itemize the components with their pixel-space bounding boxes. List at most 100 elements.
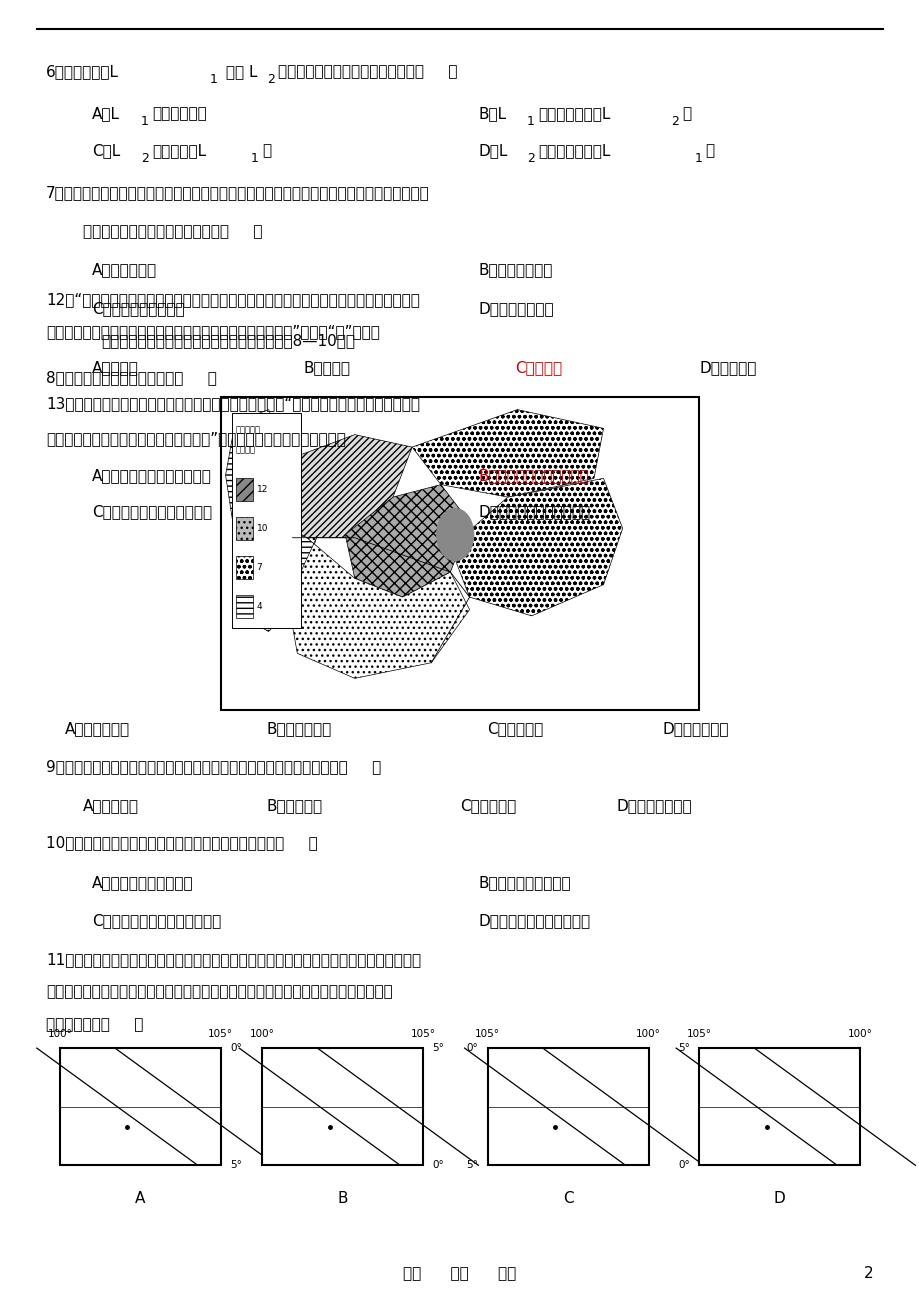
Text: 0°: 0° — [677, 1160, 689, 1170]
Text: 12: 12 — [256, 486, 267, 493]
Text: C、产业集聚优势明显: C、产业集聚优势明显 — [92, 301, 185, 316]
Polygon shape — [235, 491, 316, 631]
Bar — [236, 517, 253, 540]
Text: 5°: 5° — [230, 1160, 242, 1170]
Text: 7、我国纵织业正进行产业转移，著名服装品牌雅戈尔（总部在宁波）在新疆喀什已建成新厂。: 7、我国纵织业正进行产业转移，著名服装品牌雅戈尔（总部在宁波）在新疆喀什已建成新… — [46, 185, 429, 201]
Text: 0°: 0° — [230, 1043, 242, 1053]
Text: B、L: B、L — [478, 105, 506, 121]
Text: 喀什对该企业的吸引力主要体现在（     ）: 喀什对该企业的吸引力主要体现在（ ） — [83, 224, 262, 240]
Circle shape — [437, 509, 473, 561]
Text: B．人口剧增导致人地矛盾: B．人口剧增导致人地矛盾 — [478, 467, 589, 483]
Text: B、支流众多: B、支流众多 — [267, 798, 323, 814]
Bar — [236, 556, 253, 579]
Text: 100°: 100° — [635, 1029, 661, 1039]
Text: 0°: 0° — [432, 1160, 444, 1170]
Text: 1: 1 — [251, 152, 259, 165]
Text: 5°: 5° — [432, 1043, 444, 1053]
Text: 13．康熙年间大力推行鼓励垓荒的措施，至乾隆时已经是“地无不耕之土，水无不网之波，: 13．康熙年间大力推行鼓励垓荒的措施，至乾隆时已经是“地无不耕之土，水无不网之波… — [46, 396, 420, 411]
Text: 5°: 5° — [677, 1043, 689, 1053]
Text: A: A — [135, 1191, 145, 1207]
Text: 人口密度较L: 人口密度较L — [152, 143, 206, 159]
Text: 迟往 L: 迟往 L — [221, 64, 257, 79]
Text: 2: 2 — [141, 152, 149, 165]
Text: A、L: A、L — [92, 105, 119, 121]
Text: 我国河流众多，各大江河洪涝频繁。读下图回答8—10题。: 我国河流众多，各大江河洪涝频繁。读下图回答8—10题。 — [101, 333, 355, 349]
Text: C、L: C、L — [92, 143, 120, 159]
Text: 1: 1 — [141, 115, 149, 128]
Text: 大: 大 — [262, 143, 271, 159]
Text: ，则促成其厂址变迁的原因可能是（     ）: ，则促成其厂址变迁的原因可能是（ ） — [278, 64, 457, 79]
Text: D、L: D、L — [478, 143, 507, 159]
Text: C、江汉平原: C、江汉平原 — [487, 721, 543, 737]
Text: 门，成为世界上著名的贸易港和工业国。在下图中的四个经纬网图中，正确表示这个国: 门，成为世界上著名的贸易港和工业国。在下图中的四个经纬网图中，正确表示这个国 — [46, 984, 392, 1000]
Bar — [221, 397, 698, 710]
Bar — [236, 595, 253, 618]
Text: 105°: 105° — [686, 1029, 711, 1039]
Polygon shape — [412, 410, 603, 497]
Text: C: C — [562, 1191, 573, 1207]
Bar — [236, 478, 253, 501]
Text: 2: 2 — [864, 1266, 873, 1281]
Text: 家位置的是：（     ）: 家位置的是：（ ） — [46, 1017, 143, 1032]
Text: D．行中书省: D．行中书省 — [698, 359, 755, 375]
Text: A．高产农作物的引进和推广: A．高产农作物的引进和推广 — [92, 467, 211, 483]
Text: 6、若该工厂由L: 6、若该工厂由L — [46, 64, 119, 79]
Polygon shape — [288, 538, 469, 678]
Text: D．经济作物种植面积扩大: D．经济作物种植面积扩大 — [478, 504, 590, 519]
Text: 洪涝次数: 洪涝次数 — [235, 445, 255, 454]
Text: 10、下列防御长江洪涝灾害的措施中，作用最显著的是（     ）: 10、下列防御长江洪涝灾害的措施中，作用最显著的是（ ） — [46, 835, 317, 850]
Bar — [232, 413, 301, 628]
Text: 工资水平上涨: 工资水平上涨 — [152, 105, 207, 121]
Text: 大: 大 — [682, 105, 691, 121]
Text: 1: 1 — [210, 73, 218, 86]
Text: 生态环境压力较L: 生态环境压力较L — [538, 105, 610, 121]
Text: D、科技力量雄厅: D、科技力量雄厅 — [478, 301, 553, 316]
Text: 105°: 105° — [410, 1029, 436, 1039]
Text: 105°: 105° — [474, 1029, 500, 1039]
Text: 2: 2 — [267, 73, 275, 86]
Text: 社会协作条件较L: 社会协作条件较L — [538, 143, 610, 159]
Text: B、接近消费市场: B、接近消费市场 — [478, 262, 552, 277]
Text: B．中书省: B．中书省 — [303, 359, 350, 375]
Text: A、降水量大: A、降水量大 — [83, 798, 139, 814]
Text: B、修建水利枢纽工程: B、修建水利枢纽工程 — [478, 875, 571, 891]
Text: 100°: 100° — [846, 1029, 872, 1039]
Text: 山无不采之木石，而终不足以供人之用。”导致这一现象出现的主要原因是: 山无不采之木石，而终不足以供人之用。”导致这一现象出现的主要原因是 — [46, 431, 346, 447]
Text: 历史上发生: 历史上发生 — [235, 426, 260, 435]
Text: B、鄂阳湖平原: B、鄂阳湖平原 — [267, 721, 332, 737]
Text: 5°: 5° — [466, 1160, 478, 1170]
Text: 2: 2 — [671, 115, 679, 128]
Text: 2: 2 — [527, 152, 535, 165]
Text: C、地势低平: C、地势低平 — [460, 798, 516, 814]
Text: D、湖泊委缩严重: D、湖泊委缩严重 — [616, 798, 691, 814]
Bar — [487, 1048, 648, 1165]
Text: 100°: 100° — [47, 1029, 73, 1039]
Text: 105°: 105° — [208, 1029, 233, 1039]
Text: 用心      爱心      专心: 用心 爱心 专心 — [403, 1266, 516, 1281]
Text: C、建设长江中上游防护林体系: C、建设长江中上游防护林体系 — [92, 913, 221, 928]
Text: D、长江三角洲: D、长江三角洲 — [662, 721, 728, 737]
Text: 10: 10 — [256, 525, 268, 533]
Polygon shape — [450, 478, 622, 616]
Text: 4: 4 — [256, 603, 262, 611]
Text: 好: 好 — [705, 143, 714, 159]
Text: 1: 1 — [694, 152, 702, 165]
Text: 12。“元起朔方，固已崇尚释教，及得西域，世祖以其地广而险远，民狷而好斗，思有以因: 12。“元起朔方，固已崇尚释教，及得西域，世祖以其地广而险远，民狷而好斗，思有以… — [46, 292, 419, 307]
Text: A、接近原料地: A、接近原料地 — [92, 262, 157, 277]
Text: A、洞庭湖平原: A、洞庭湖平原 — [64, 721, 130, 737]
Text: A、疏浚长江干支流河道: A、疏浚长江干支流河道 — [92, 875, 193, 891]
Text: 100°: 100° — [249, 1029, 275, 1039]
Text: A．理藩院: A．理藩院 — [92, 359, 139, 375]
Text: 8、图中洪涝次数最多的地区在（     ）: 8、图中洪涝次数最多的地区在（ ） — [46, 370, 217, 385]
Bar — [698, 1048, 859, 1165]
Bar — [262, 1048, 423, 1165]
Text: 其俗而柔其人，乃郡县土番之地，设官分职，而领之于帝师。”这里的“官”隶属于: 其俗而柔其人，乃郡县土番之地，设官分职，而领之于帝师。”这里的“官”隶属于 — [46, 324, 380, 340]
Text: D、加固中下游地区的堤嵂: D、加固中下游地区的堤嵂 — [478, 913, 590, 928]
Text: 0°: 0° — [466, 1043, 478, 1053]
Text: 1: 1 — [527, 115, 535, 128]
Text: D: D — [773, 1191, 785, 1207]
Text: B: B — [337, 1191, 347, 1207]
Text: 9、图中洪涝次数最多的地区与其它地区相比，洪涝更严重的主要原因是（     ）: 9、图中洪涝次数最多的地区与其它地区相比，洪涝更严重的主要原因是（ ） — [46, 759, 380, 775]
Polygon shape — [268, 435, 412, 538]
Text: 7: 7 — [256, 564, 262, 572]
